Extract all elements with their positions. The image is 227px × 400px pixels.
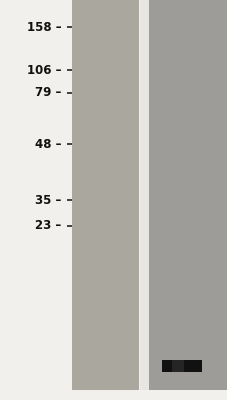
Text: 48 –: 48 – [35,138,61,150]
Bar [162,360,202,372]
Text: 106 –: 106 – [27,64,61,76]
Text: 79 –: 79 – [35,86,61,99]
Text: 35 –: 35 – [35,194,61,206]
Bar [139,0,148,390]
Bar [72,0,138,390]
Bar [149,0,227,390]
Text: 23 –: 23 – [35,220,61,232]
Bar [172,360,184,372]
Text: 158 –: 158 – [27,21,61,34]
